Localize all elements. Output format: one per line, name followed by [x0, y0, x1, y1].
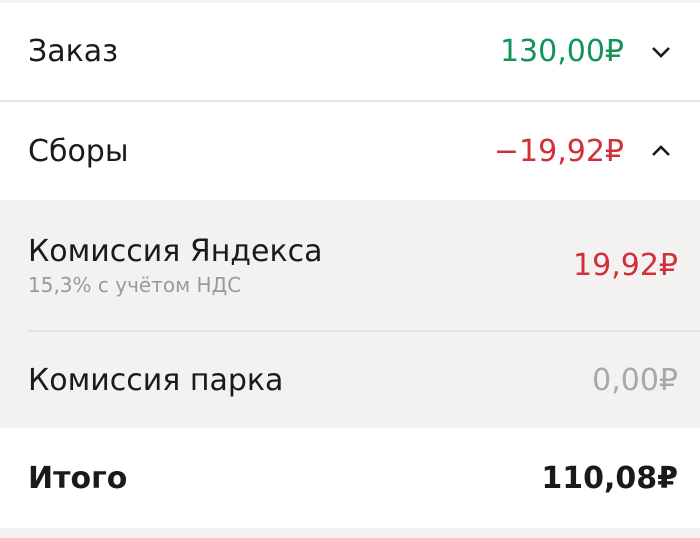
order-amount: 130,00₽ [499, 34, 624, 69]
total-label: Итого [28, 460, 128, 496]
fees-amount: −19,92₽ [493, 133, 624, 169]
divider [28, 330, 700, 332]
park-commission-label: Комиссия парка [28, 362, 284, 398]
divider [0, 100, 700, 102]
fees-label: Сборы [28, 133, 129, 169]
chevron-up-icon[interactable] [644, 145, 678, 157]
park-commission-row: Комиссия парка 0,00₽ [0, 332, 700, 428]
yandex-commission-sublabel: 15,3% с учётом НДС [28, 273, 242, 297]
order-row[interactable]: Заказ 130,00₽ [0, 3, 700, 100]
yandex-commission-amount: 19,92₽ [573, 248, 678, 283]
yandex-commission-label: Комиссия Яндекса [28, 234, 323, 269]
yandex-commission-row: Комиссия Яндекса 15,3% с учётом НДС 19,9… [0, 200, 700, 331]
total-row: Итого 110,08₽ [0, 428, 700, 528]
chevron-down-icon[interactable] [644, 46, 678, 58]
total-amount: 110,08₽ [541, 460, 678, 496]
park-commission-amount: 0,00₽ [592, 362, 678, 398]
fees-row[interactable]: Сборы −19,92₽ [0, 102, 700, 200]
order-label: Заказ [28, 34, 119, 69]
